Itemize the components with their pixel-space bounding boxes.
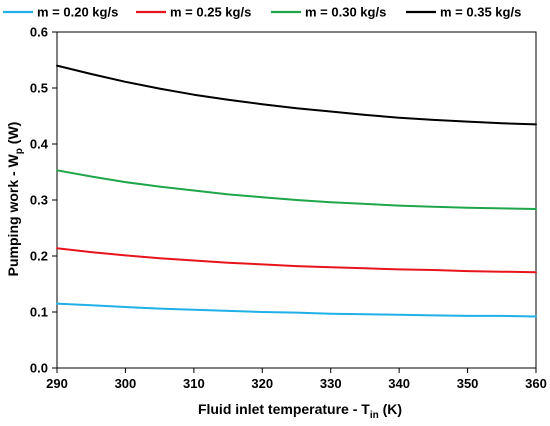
x-tick-label: 340	[388, 376, 410, 391]
y-axis: 0.0 0.1 0.2 0.3 0.4 0.5 0.6	[30, 25, 57, 376]
x-tick-label: 310	[183, 376, 205, 391]
y-axis-title: Pumping work - Wp (W)	[5, 122, 25, 277]
y-axis-title-main: Pumping work - W	[5, 153, 21, 276]
series-line-2	[56, 247, 537, 274]
legend-label-1: m = 0.20 kg/s	[37, 5, 118, 20]
legend-label-3: m = 0.30 kg/s	[305, 5, 386, 20]
legend-label-4: m = 0.35 kg/s	[440, 5, 521, 20]
y-axis-title-unit: (W)	[5, 122, 21, 148]
x-tick-label: 290	[46, 376, 68, 391]
legend: m = 0.20 kg/s m = 0.25 kg/s m = 0.30 kg/s m…	[3, 5, 521, 20]
x-axis-title: Fluid inlet temperature - Tin (K)	[198, 401, 402, 421]
y-axis-title-sub: p	[14, 148, 25, 154]
series-line-3	[56, 169, 537, 210]
x-axis-title-main: Fluid inlet temperature - T	[198, 401, 370, 417]
y-tick-label: 0.5	[30, 81, 48, 96]
series-line-1	[56, 302, 537, 318]
x-tick-label: 320	[251, 376, 273, 391]
series-line-4	[56, 64, 537, 126]
x-tick-label: 360	[525, 376, 547, 391]
x-axis: 290 300 310 320 330 340 350 360	[46, 368, 547, 391]
y-tick-label: 0.1	[30, 305, 48, 320]
y-tick-label: 0.6	[30, 25, 48, 40]
y-tick-label: 0.3	[30, 193, 48, 208]
legend-label-2: m = 0.25 kg/s	[170, 5, 251, 20]
plot-area	[56, 31, 537, 369]
y-tick-label: 0.4	[30, 137, 49, 152]
x-axis-title-unit: (K)	[379, 401, 402, 417]
x-tick-label: 350	[457, 376, 479, 391]
x-axis-title-sub: in	[370, 410, 379, 421]
y-tick-label: 0.0	[30, 361, 48, 376]
y-tick-label: 0.2	[30, 249, 48, 264]
x-tick-label: 300	[115, 376, 137, 391]
x-tick-label: 330	[320, 376, 342, 391]
